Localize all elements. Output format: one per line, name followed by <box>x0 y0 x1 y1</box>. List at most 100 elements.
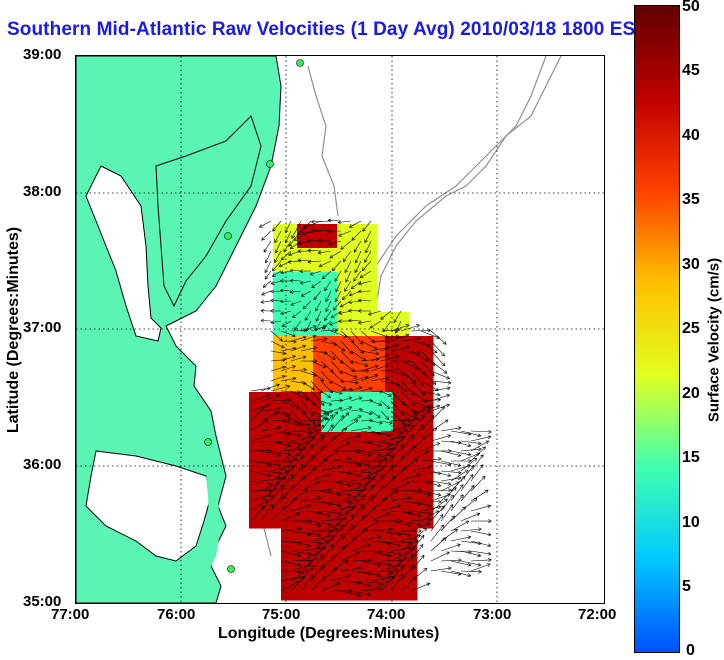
velocity-cell <box>313 408 322 417</box>
velocity-cell <box>337 432 346 441</box>
velocity-cell <box>329 304 338 313</box>
velocity-cell <box>393 392 402 401</box>
velocity-cell <box>353 368 362 377</box>
velocity-cell <box>369 568 378 577</box>
vector-arrowhead <box>468 434 471 435</box>
velocity-cell <box>393 480 402 489</box>
velocity-cell <box>337 592 346 601</box>
velocity-cell <box>281 520 290 529</box>
velocity-cell <box>361 264 370 273</box>
ytick-label: 36:00 <box>23 456 61 473</box>
site-marker <box>225 233 232 240</box>
velocity-cell <box>393 584 402 593</box>
velocity-cell <box>249 512 258 521</box>
velocity-cell <box>345 368 354 377</box>
velocity-cell <box>273 288 282 297</box>
velocity-cell <box>273 392 282 401</box>
velocity-cell <box>273 456 282 465</box>
velocity-cell <box>265 520 274 529</box>
velocity-cell <box>425 432 434 441</box>
vector-arrowhead <box>447 476 450 477</box>
velocity-cell <box>289 472 298 481</box>
vector-arrowhead <box>478 544 481 545</box>
velocity-cell <box>361 432 370 441</box>
velocity-vector <box>261 321 271 322</box>
vector-arrowhead <box>458 574 461 575</box>
site-marker <box>267 161 274 168</box>
vector-arrowhead <box>488 535 491 536</box>
vector-arrowhead <box>478 565 481 566</box>
velocity-cell <box>329 560 338 569</box>
velocity-cell <box>353 256 362 265</box>
velocity-cell <box>425 336 434 345</box>
velocity-cell <box>361 312 370 321</box>
velocity-cell <box>281 280 290 289</box>
velocity-cell <box>281 304 290 313</box>
velocity-cell <box>345 400 354 409</box>
map-canvas <box>76 56 604 603</box>
velocity-cell <box>289 224 298 233</box>
velocity-vector <box>431 405 450 412</box>
velocity-cell <box>369 504 378 513</box>
velocity-cell <box>281 528 290 537</box>
vector-arrowhead <box>457 544 460 545</box>
velocity-vector <box>441 504 453 521</box>
vector-arrowhead <box>488 432 491 434</box>
velocity-vector <box>431 538 446 552</box>
vector-arrowhead <box>487 564 491 565</box>
velocity-vector <box>461 513 480 521</box>
velocity-cell <box>329 440 338 449</box>
vector-arrowhead <box>458 427 461 428</box>
velocity-vector <box>461 561 481 565</box>
velocity-vector <box>461 529 481 531</box>
velocity-cell <box>345 264 354 273</box>
velocity-cell <box>369 296 378 305</box>
velocity-cell <box>409 360 418 369</box>
velocity-cell <box>417 496 426 505</box>
velocity-cell <box>257 448 266 457</box>
velocity-cell <box>313 376 322 385</box>
velocity-cell <box>337 472 346 481</box>
velocity-cell <box>377 376 386 385</box>
velocity-cell <box>289 512 298 521</box>
velocity-vector <box>471 560 491 561</box>
vector-arrowhead <box>468 565 471 566</box>
velocity-cell <box>289 536 298 545</box>
velocity-vector <box>471 506 491 511</box>
velocity-cell <box>329 416 338 425</box>
vector-arrowhead <box>447 435 450 436</box>
ytick-label: 37:00 <box>23 319 61 336</box>
velocity-vector <box>461 431 481 436</box>
velocity-cell <box>281 496 290 505</box>
vector-arrowhead <box>478 528 481 529</box>
velocity-cell <box>409 448 418 457</box>
velocity-cell <box>289 592 298 601</box>
velocity-cell <box>345 272 354 281</box>
vector-arrowhead <box>488 554 491 555</box>
vector-arrowhead <box>437 395 440 396</box>
velocity-cell <box>353 424 362 433</box>
velocity-cell <box>305 296 314 305</box>
velocity-cell <box>257 432 266 441</box>
velocity-cell <box>257 496 266 505</box>
velocity-cell <box>345 224 354 233</box>
velocity-cell <box>273 232 282 241</box>
vector-arrowhead <box>468 455 471 456</box>
vector-arrowhead <box>467 576 470 577</box>
velocity-cell <box>401 512 410 521</box>
colorbar <box>634 5 680 653</box>
velocity-cell <box>417 432 426 441</box>
velocity-cell <box>297 480 306 489</box>
velocity-cell <box>369 496 378 505</box>
velocity-vector <box>451 495 463 511</box>
velocity-cell <box>401 312 410 321</box>
velocity-cell <box>377 592 386 601</box>
velocity-cell <box>289 440 298 449</box>
velocity-vector <box>451 507 466 521</box>
ytick-label: 39:00 <box>23 46 61 63</box>
velocity-vector <box>411 330 431 331</box>
map-plot-area[interactable] <box>75 55 605 604</box>
velocity-vector <box>441 488 456 502</box>
vector-arrowhead <box>446 404 450 405</box>
vector-arrowhead <box>478 444 481 445</box>
